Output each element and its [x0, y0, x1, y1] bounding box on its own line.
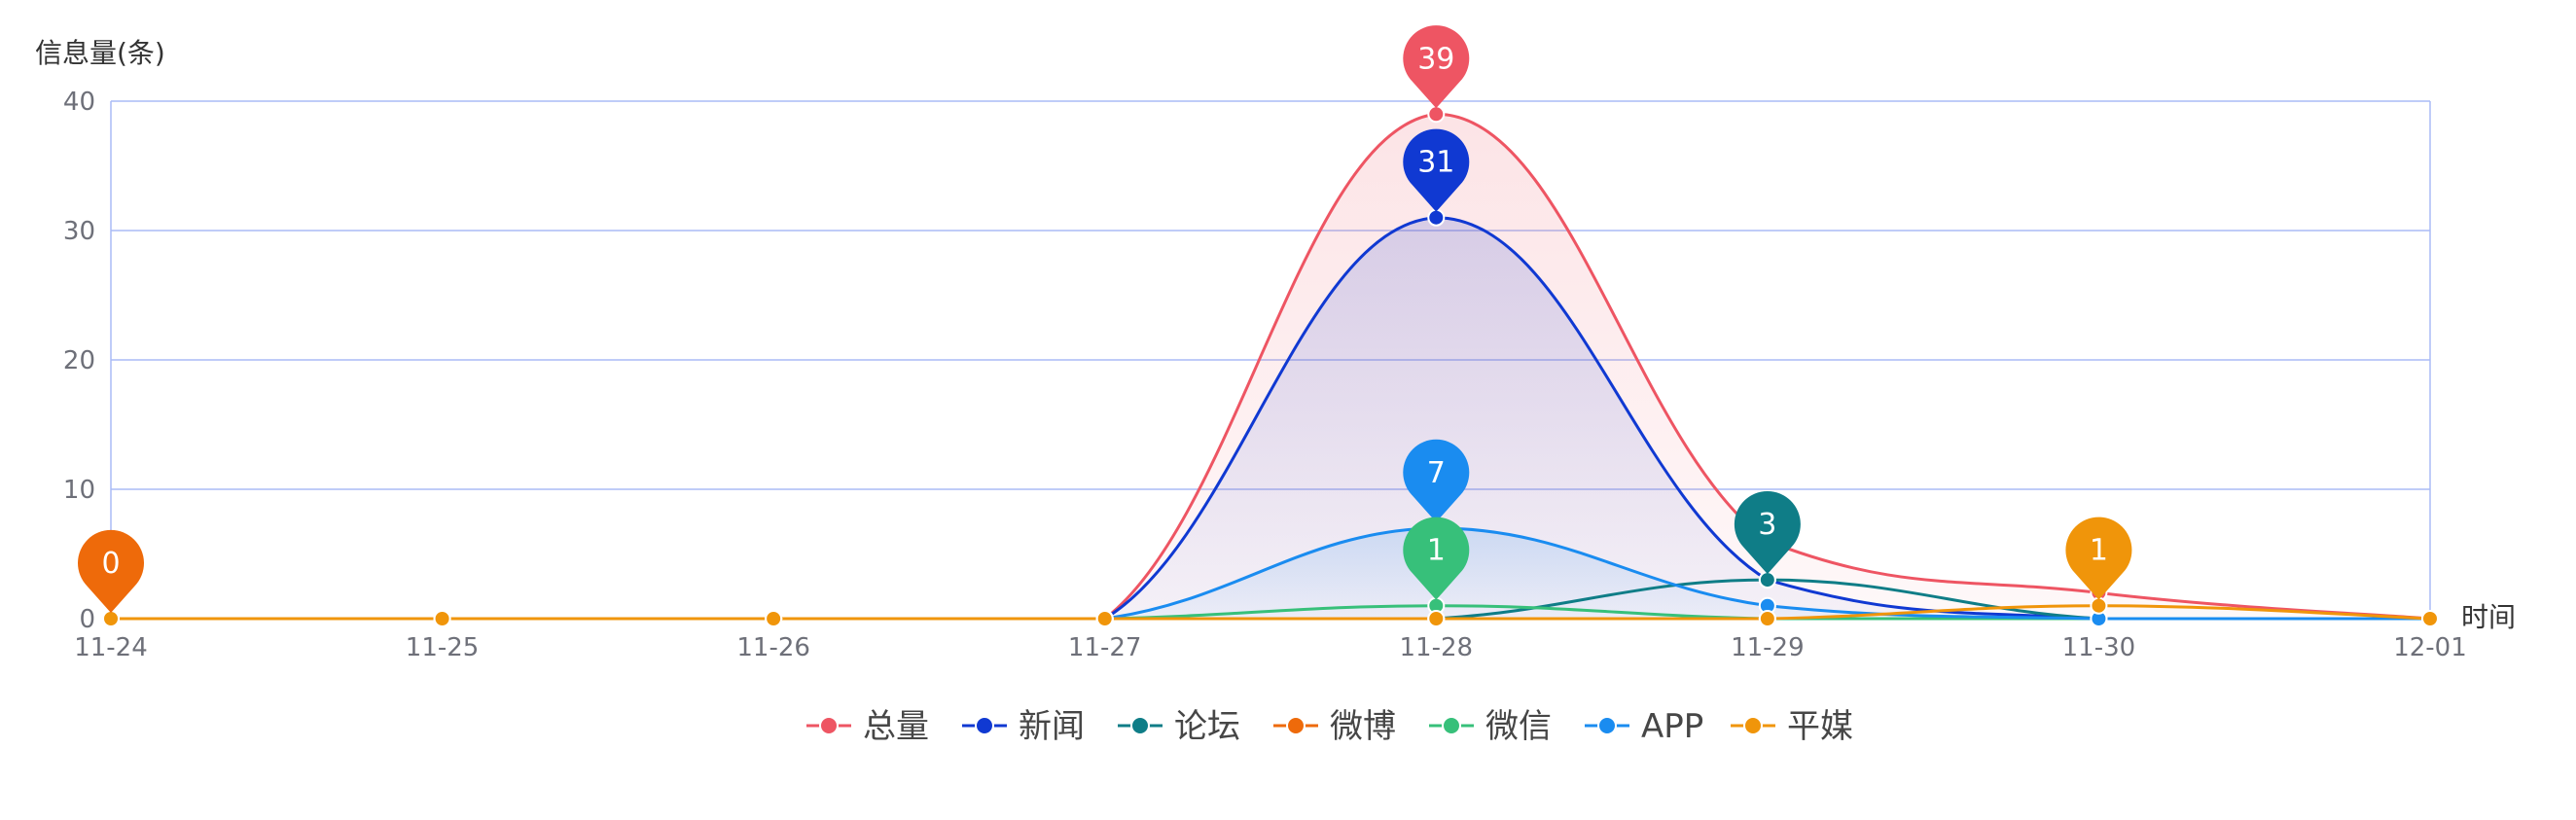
marker-label: 1: [1427, 534, 1446, 568]
y-axis: 信息量(条) 0 10 20 30 40: [35, 37, 165, 634]
series-lines: [111, 112, 2431, 621]
marker-pin-shape: [2065, 517, 2132, 600]
marker-label: 0: [101, 547, 120, 581]
y-tick-label: 40: [63, 88, 95, 117]
marker-pin-shape: [1403, 517, 1470, 600]
legend-label: 平媒: [1787, 707, 1853, 746]
marker-pin-shape: [1403, 25, 1470, 109]
legend-dot-swatch: [1597, 716, 1617, 735]
marker-pin-shape: [1403, 439, 1470, 522]
area-新闻: [111, 217, 2430, 619]
x-tick-label: 11-24: [74, 633, 148, 662]
legend-dot-swatch: [1286, 716, 1306, 735]
point-平媒: [1427, 610, 1446, 627]
marker-pin-总量: 39: [1403, 25, 1470, 109]
x-axis: 时间 11-24 11-25 11-26 11-27 11-28 11-29 11-30 12…: [74, 601, 2516, 662]
point-平媒: [102, 610, 120, 627]
y-tick-label: 20: [63, 346, 95, 375]
marker-pin-微信: 1: [1403, 517, 1470, 600]
legend-dot-swatch: [1442, 716, 1461, 735]
marker-pin-平媒: 1: [2065, 517, 2132, 600]
legend-item-总量[interactable]: 总量: [806, 707, 929, 746]
legend[interactable]: 总量 新闻 论坛 微博 微信 APP 平媒: [806, 707, 1853, 746]
x-tick-label: 11-27: [1068, 633, 1142, 662]
marker-label: 7: [1427, 456, 1446, 490]
x-tick-label: 11-25: [406, 633, 480, 662]
point-平媒: [433, 610, 451, 627]
point-新闻: [1427, 208, 1446, 227]
marker-label: 1: [2090, 534, 2108, 568]
legend-label: 论坛: [1174, 707, 1240, 746]
marker-pin-论坛: 3: [1734, 490, 1801, 575]
x-tick-label: 12-01: [2393, 633, 2467, 662]
legend-dot-swatch: [819, 716, 839, 735]
point-平媒: [2421, 610, 2439, 627]
legend-label: 微信: [1485, 707, 1552, 746]
marker-pin-微博: 0: [77, 529, 144, 613]
point-总量: [1427, 105, 1446, 124]
point-平媒: [1758, 610, 1776, 627]
legend-item-APP[interactable]: APP: [1585, 707, 1703, 746]
legend-dot-swatch: [1130, 716, 1150, 735]
point-平媒: [765, 610, 783, 627]
y-tick-label: 30: [63, 217, 95, 246]
legend-label: APP: [1641, 707, 1703, 746]
x-tick-label: 11-26: [736, 633, 810, 662]
area-APP: [111, 527, 2430, 619]
marker-label: 39: [1417, 42, 1454, 76]
x-axis-title: 时间: [2461, 601, 2516, 633]
line-平媒: [111, 604, 2431, 621]
marker-label: 3: [1758, 508, 1776, 542]
legend-label: 微博: [1330, 707, 1396, 746]
series-points: [102, 105, 2439, 627]
legend-dot-swatch: [975, 716, 994, 735]
legend-label: 总量: [863, 707, 929, 746]
legend-dot-swatch: [1743, 716, 1763, 735]
point-平媒: [2090, 596, 2108, 615]
legend-item-微信[interactable]: 微信: [1429, 707, 1552, 746]
y-tick-label: 0: [79, 605, 95, 634]
legend-item-论坛[interactable]: 论坛: [1118, 707, 1240, 746]
y-axis-title: 信息量(条): [35, 37, 165, 69]
marker-pin-新闻: 31: [1403, 128, 1470, 212]
marker-pin-shape: [77, 529, 144, 613]
marker-pin-shape: [1403, 128, 1470, 212]
marker-pin-APP: 7: [1403, 439, 1470, 522]
area-总量: [111, 114, 2430, 620]
legend-item-平媒[interactable]: 平媒: [1731, 707, 1853, 746]
legend-label: 新闻: [1019, 707, 1085, 746]
marker-pin-shape: [1734, 490, 1801, 575]
legend-item-新闻[interactable]: 新闻: [962, 707, 1085, 746]
y-tick-label: 10: [63, 476, 95, 505]
series-areas: [111, 114, 2430, 620]
x-tick-label: 11-28: [1400, 633, 1474, 662]
point-平媒: [1095, 610, 1114, 627]
x-tick-label: 11-29: [1731, 633, 1805, 662]
legend-item-微博[interactable]: 微博: [1273, 707, 1396, 746]
x-tick-label: 11-30: [2062, 633, 2136, 662]
point-论坛: [1758, 571, 1776, 589]
marker-label: 31: [1417, 146, 1454, 180]
